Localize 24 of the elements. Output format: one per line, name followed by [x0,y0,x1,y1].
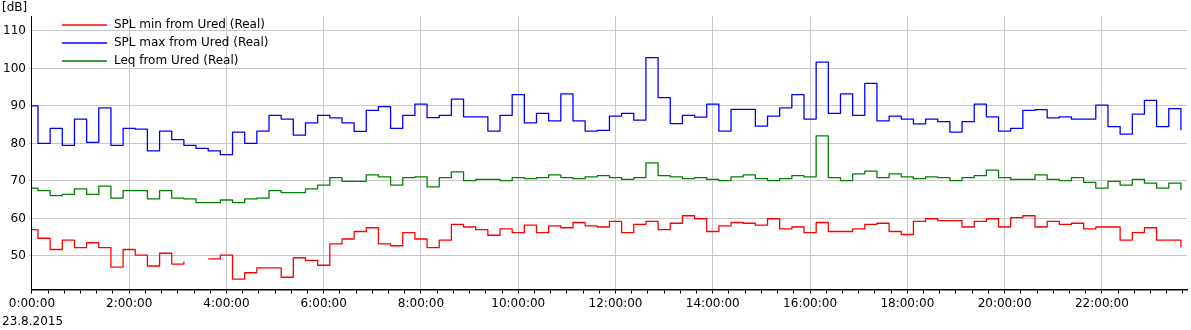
y-axis-title: [dB] [2,0,28,15]
x-tick-label: 6:00:00 [300,295,347,310]
x-tick-label: 2:00:00 [106,295,153,310]
y-tick-label: 80 [10,135,26,150]
x-tick-label: 8:00:00 [397,295,445,310]
y-tick-label: 60 [10,210,26,225]
x-tick-label: 14:00:00 [685,295,740,310]
x-tick-label: 10:00:00 [491,295,546,310]
x-tick-label: 12:00:00 [588,295,643,310]
x-tick-label: 16:00:00 [783,295,838,310]
x-tick-label: 22:00:00 [1074,295,1129,310]
y-tick-label: 110 [3,23,26,38]
y-tick-label: 100 [3,60,26,75]
x-tick-label: 0:00:00 [8,295,56,310]
legend-label: SPL min from Ured (Real) [113,17,265,32]
text: 23.8.2015 [2,314,64,329]
x-tick-label: 4:00:00 [203,295,250,310]
y-tick-label: 90 [10,98,26,113]
y-tick-label: 70 [10,173,26,188]
legend-label: Leq from Ured (Real) [113,53,239,68]
x-tick-label: 20:00:00 [977,295,1032,310]
y-tick-label: 50 [10,247,26,262]
x-tick-label: 18:00:00 [880,295,935,310]
legend-label: SPL max from Ured (Real) [113,35,269,50]
